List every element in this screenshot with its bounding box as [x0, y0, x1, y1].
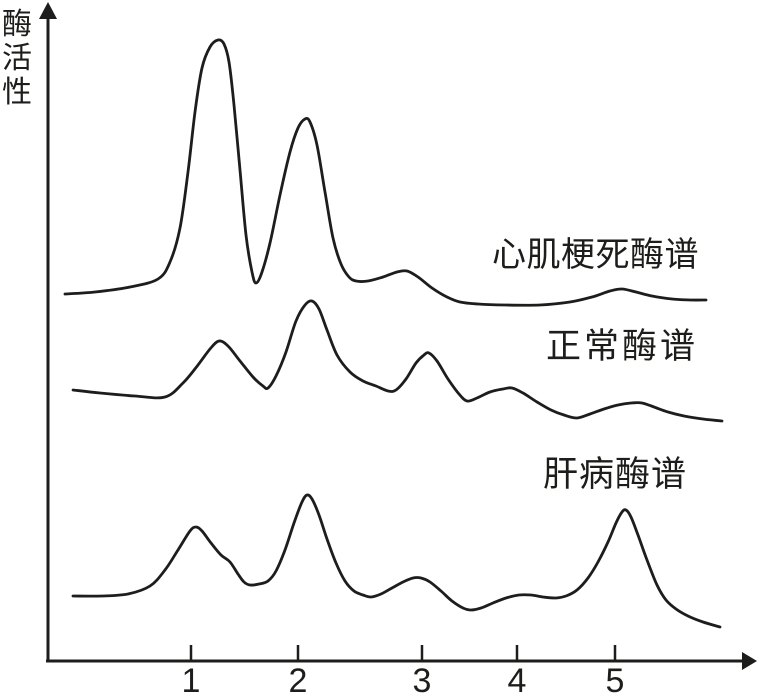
curve-myocardial-infarction — [63, 38, 708, 307]
x-tick-label-2: 2 — [288, 662, 308, 695]
x-tick-label-4: 4 — [507, 662, 527, 695]
y-axis-label: 酶活性 — [2, 8, 32, 109]
curve-label-myocardial-infarction: 心肌梗死酶谱 — [492, 236, 699, 274]
x-tick-label-1: 1 — [181, 662, 201, 695]
x-tick-label-5: 5 — [605, 662, 625, 695]
curve-normal — [71, 299, 724, 423]
curve-label-liver-disease: 肝病酶谱 — [543, 455, 688, 494]
curve-liver-disease — [71, 493, 722, 629]
x-tick-label-3: 3 — [412, 662, 432, 695]
y-axis-arrowhead — [39, 2, 57, 19]
curve-label-normal: 正常酶谱 — [546, 327, 699, 366]
x-axis-arrowhead — [742, 652, 757, 670]
